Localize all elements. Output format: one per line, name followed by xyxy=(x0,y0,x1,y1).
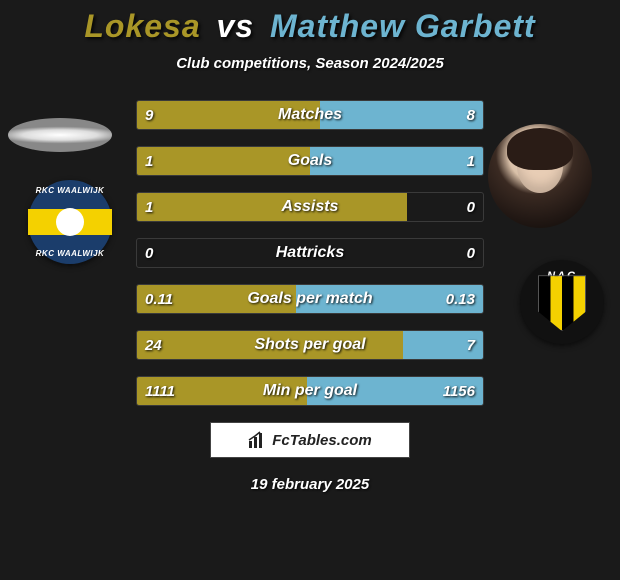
stat-row: 11Goals xyxy=(136,146,484,176)
footer-date: 19 february 2025 xyxy=(0,476,620,493)
bar-right xyxy=(320,101,483,129)
stat-value-left: 9 xyxy=(145,101,153,129)
stats-table: 98Matches11Goals10Assists00Hattricks0.11… xyxy=(136,100,484,406)
stat-value-right: 0 xyxy=(467,193,475,221)
player2-club-badge: NAC xyxy=(520,260,604,344)
stat-value-right: 1156 xyxy=(443,377,475,405)
stat-value-left: 1 xyxy=(145,193,153,221)
vs-label: vs xyxy=(217,8,255,44)
stat-value-left: 1111 xyxy=(145,377,175,405)
stat-value-right: 1 xyxy=(467,147,475,175)
bar-right xyxy=(310,147,483,175)
player1-name: Lokesa xyxy=(84,8,200,44)
stat-row: 10Assists xyxy=(136,192,484,222)
stat-label: Hattricks xyxy=(137,239,483,267)
player2-name: Matthew Garbett xyxy=(270,8,536,44)
stat-value-left: 1 xyxy=(145,147,153,175)
stat-value-left: 0 xyxy=(145,239,153,267)
stat-value-right: 8 xyxy=(467,101,475,129)
bar-left xyxy=(137,147,310,175)
stat-row: 11111156Min per goal xyxy=(136,376,484,406)
stat-value-right: 0 xyxy=(467,239,475,267)
nac-badge: NAC xyxy=(520,260,604,344)
bar-left xyxy=(137,193,407,221)
stat-row: 98Matches xyxy=(136,100,484,130)
stat-row: 0 0Hattricks xyxy=(136,238,484,268)
player1-avatar xyxy=(8,118,112,152)
chart-icon xyxy=(248,431,266,449)
stat-value-right: 0.13 xyxy=(446,285,475,313)
player1-club-badge: RKC WAALWIJK RKC WAALWIJK xyxy=(28,180,112,264)
page-title: Lokesa vs Matthew Garbett xyxy=(0,8,620,45)
stat-value-right: 7 xyxy=(467,331,475,359)
stat-value-left: 0.11 xyxy=(145,285,173,313)
brand-text: FcTables.com xyxy=(272,432,371,449)
brand-badge[interactable]: FcTables.com xyxy=(210,422,410,458)
bar-left xyxy=(137,101,320,129)
bar-left xyxy=(137,331,403,359)
stat-row: 0.110.13Goals per match xyxy=(136,284,484,314)
comparison-card: Lokesa vs Matthew Garbett Club competiti… xyxy=(0,0,620,580)
stat-value-left: 24 xyxy=(145,331,162,359)
rkc-badge: RKC WAALWIJK RKC WAALWIJK xyxy=(28,180,112,264)
subtitle: Club competitions, Season 2024/2025 xyxy=(0,55,620,72)
rkc-text-bottom: RKC WAALWIJK xyxy=(28,249,112,258)
rkc-text-top: RKC WAALWIJK xyxy=(28,186,112,195)
player2-avatar xyxy=(488,124,592,228)
stat-row: 247Shots per goal xyxy=(136,330,484,360)
